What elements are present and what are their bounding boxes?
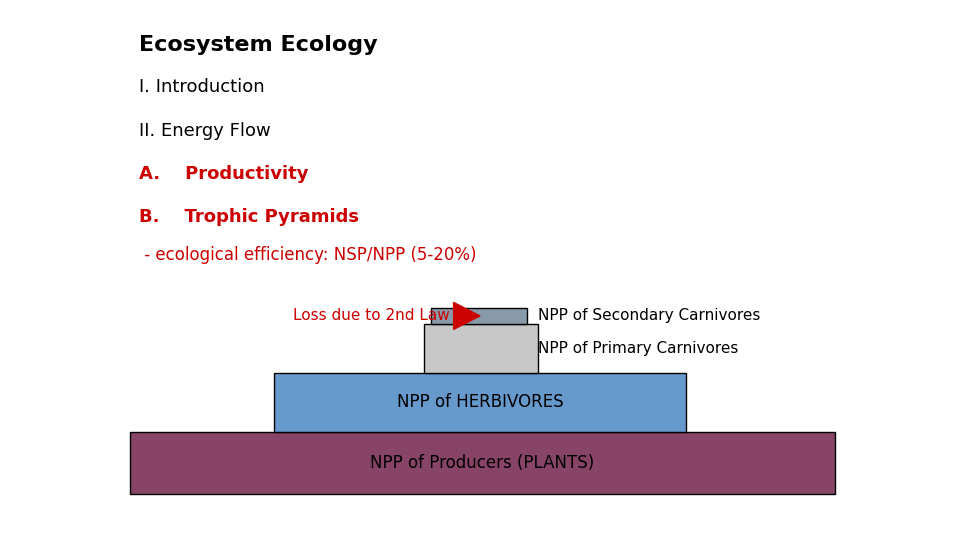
Text: B.    Trophic Pyramids: B. Trophic Pyramids bbox=[139, 208, 359, 226]
Text: NPP of Secondary Carnivores: NPP of Secondary Carnivores bbox=[538, 308, 760, 323]
Text: II. Energy Flow: II. Energy Flow bbox=[139, 122, 271, 139]
Text: - ecological efficiency: NSP/NPP (5-20%): - ecological efficiency: NSP/NPP (5-20%) bbox=[139, 246, 477, 264]
Text: Ecosystem Ecology: Ecosystem Ecology bbox=[139, 35, 378, 55]
Text: NPP of HERBIVORES: NPP of HERBIVORES bbox=[396, 393, 564, 411]
Bar bbox=[130, 432, 835, 494]
Bar bbox=[274, 373, 686, 432]
Text: Loss due to 2nd Law: Loss due to 2nd Law bbox=[293, 308, 449, 323]
Text: I. Introduction: I. Introduction bbox=[139, 78, 265, 96]
Polygon shape bbox=[453, 302, 480, 329]
Text: A.    Productivity: A. Productivity bbox=[139, 165, 309, 183]
Bar bbox=[424, 324, 538, 373]
Bar bbox=[431, 308, 527, 324]
Text: NPP of Producers (PLANTS): NPP of Producers (PLANTS) bbox=[371, 454, 594, 472]
Text: NPP of Primary Carnivores: NPP of Primary Carnivores bbox=[538, 341, 738, 356]
